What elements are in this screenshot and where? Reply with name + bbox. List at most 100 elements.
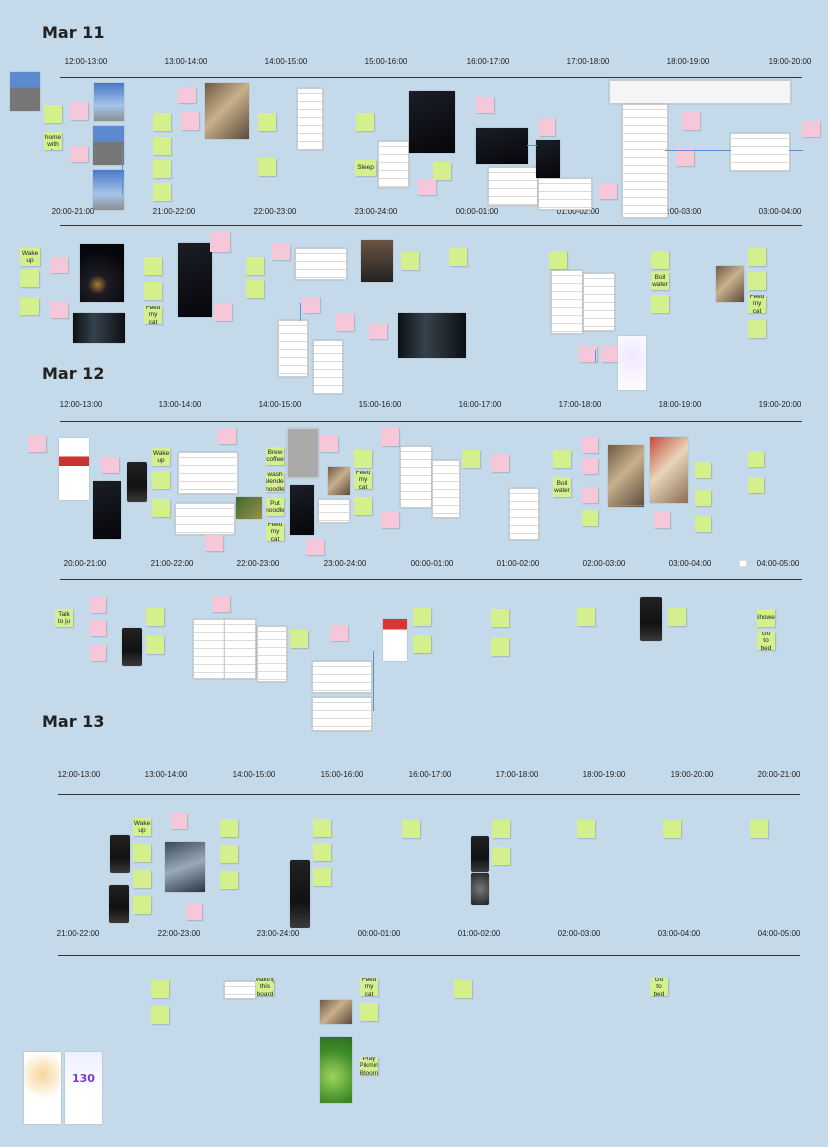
screenshot-thumbnail[interactable] — [583, 273, 615, 331]
sticky-note[interactable] — [654, 512, 670, 528]
sticky-note[interactable] — [454, 980, 472, 998]
sticky-note[interactable] — [70, 102, 88, 120]
sticky-note[interactable] — [258, 158, 276, 176]
screenshot-thumbnail[interactable] — [178, 452, 238, 494]
sticky-note[interactable] — [336, 313, 354, 331]
screenshot-thumbnail[interactable] — [257, 626, 287, 682]
app-screenshot-thumbnail[interactable]: 130 — [65, 1052, 102, 1124]
screenshot-thumbnail[interactable] — [313, 340, 343, 394]
sticky-note[interactable] — [369, 323, 387, 339]
sticky-note[interactable] — [354, 450, 372, 468]
sticky-note[interactable] — [748, 272, 766, 290]
photo-thumbnail[interactable] — [10, 72, 40, 111]
screenshot-thumbnail[interactable] — [476, 128, 528, 164]
screenshot-thumbnail[interactable] — [297, 88, 323, 150]
sticky-note[interactable] — [582, 437, 598, 453]
sticky-note[interactable] — [28, 436, 46, 452]
sticky-note-making-board[interactable]: Making this board — [256, 978, 274, 996]
sticky-note[interactable] — [356, 113, 374, 131]
screenshot-thumbnail[interactable] — [127, 462, 147, 502]
sticky-note-feed-cat[interactable]: Feed my cat — [144, 306, 162, 324]
sticky-note[interactable] — [449, 248, 467, 266]
sticky-note[interactable] — [695, 516, 711, 532]
sticky-note[interactable] — [330, 625, 348, 641]
sticky-note[interactable] — [220, 871, 238, 889]
screenshot-thumbnail[interactable] — [224, 981, 256, 999]
sticky-note-go-to-bed[interactable]: Go to bed — [757, 632, 775, 650]
sticky-note[interactable] — [748, 477, 764, 493]
photo-thumbnail[interactable] — [471, 873, 489, 905]
sticky-note[interactable] — [101, 457, 119, 473]
sticky-note[interactable] — [90, 645, 106, 661]
screenshot-thumbnail[interactable] — [312, 697, 372, 731]
sticky-note[interactable] — [695, 462, 711, 478]
sticky-note[interactable] — [20, 270, 39, 287]
sticky-note[interactable] — [214, 303, 232, 321]
sticky-note[interactable] — [413, 635, 431, 653]
sticky-note[interactable] — [246, 280, 264, 298]
sticky-note-feed-cat[interactable]: Feed my cat — [354, 471, 372, 489]
photo-thumbnail[interactable] — [650, 437, 688, 503]
sticky-note-feed-cat[interactable]: Feed my cat — [360, 978, 378, 996]
sticky-note[interactable] — [152, 499, 170, 517]
photo-thumbnail[interactable] — [93, 170, 124, 210]
sticky-note[interactable] — [186, 904, 202, 920]
sticky-note[interactable] — [748, 320, 766, 338]
sticky-note[interactable] — [748, 248, 766, 266]
screenshot-thumbnail[interactable] — [730, 133, 790, 171]
sticky-note[interactable] — [320, 436, 338, 452]
sticky-note-feed-cat[interactable]: Feed my cat — [266, 523, 284, 541]
sticky-note[interactable] — [152, 471, 170, 489]
sticky-note[interactable] — [133, 870, 151, 888]
sticky-note[interactable] — [212, 596, 230, 612]
sticky-note-wash-blender[interactable]: wash blender noodle — [266, 472, 284, 492]
sticky-note[interactable] — [144, 282, 162, 300]
photo-thumbnail[interactable] — [93, 126, 124, 165]
sticky-note[interactable] — [750, 820, 768, 838]
sticky-note[interactable] — [682, 112, 700, 130]
sticky-note[interactable] — [360, 1003, 378, 1021]
sticky-note[interactable] — [539, 118, 555, 136]
sticky-note[interactable] — [491, 638, 509, 656]
sticky-note[interactable] — [491, 454, 509, 472]
screenshot-thumbnail[interactable] — [400, 446, 432, 508]
photo-thumbnail[interactable] — [94, 83, 124, 121]
screenshot-thumbnail[interactable] — [175, 503, 235, 535]
sticky-note[interactable] — [401, 252, 419, 270]
sticky-note[interactable] — [433, 162, 451, 180]
photo-thumbnail[interactable] — [205, 83, 249, 139]
screenshot-thumbnail[interactable] — [93, 481, 121, 539]
screenshot-thumbnail[interactable] — [509, 488, 539, 540]
sticky-note[interactable] — [153, 160, 171, 178]
sticky-note[interactable] — [272, 244, 290, 260]
sticky-note[interactable] — [210, 232, 230, 252]
sticky-note[interactable] — [153, 137, 171, 155]
sticky-note[interactable] — [748, 451, 764, 467]
screenshot-thumbnail[interactable] — [122, 628, 142, 666]
sticky-note[interactable] — [577, 820, 595, 838]
sticky-note-drive-home[interactable]: Drive home with Ju — [44, 132, 62, 150]
screenshot-thumbnail[interactable] — [312, 661, 372, 693]
sticky-note[interactable] — [258, 113, 276, 131]
sticky-note-boil-water[interactable]: Boil water — [651, 272, 669, 290]
sticky-note[interactable] — [133, 844, 151, 862]
sticky-note[interactable] — [695, 490, 711, 506]
sticky-note[interactable] — [579, 346, 597, 362]
photo-thumbnail[interactable] — [608, 445, 644, 507]
sticky-note[interactable] — [651, 251, 669, 269]
sticky-note[interactable] — [50, 257, 68, 273]
app-screenshot-thumbnail[interactable] — [618, 336, 646, 390]
sticky-note[interactable] — [144, 257, 162, 275]
sticky-note[interactable] — [651, 295, 669, 313]
sticky-note[interactable] — [146, 608, 164, 626]
sticky-note[interactable] — [462, 450, 480, 468]
screenshot-thumbnail[interactable] — [383, 619, 407, 661]
screenshot-thumbnail[interactable] — [278, 320, 308, 377]
photo-thumbnail[interactable] — [165, 842, 205, 892]
sticky-note[interactable] — [90, 620, 106, 636]
screenshot-thumbnail[interactable] — [471, 836, 489, 872]
screenshot-thumbnail[interactable] — [109, 885, 129, 923]
screenshot-thumbnail[interactable] — [622, 104, 668, 218]
screenshot-thumbnail[interactable] — [398, 313, 466, 358]
photo-thumbnail[interactable] — [290, 485, 314, 535]
